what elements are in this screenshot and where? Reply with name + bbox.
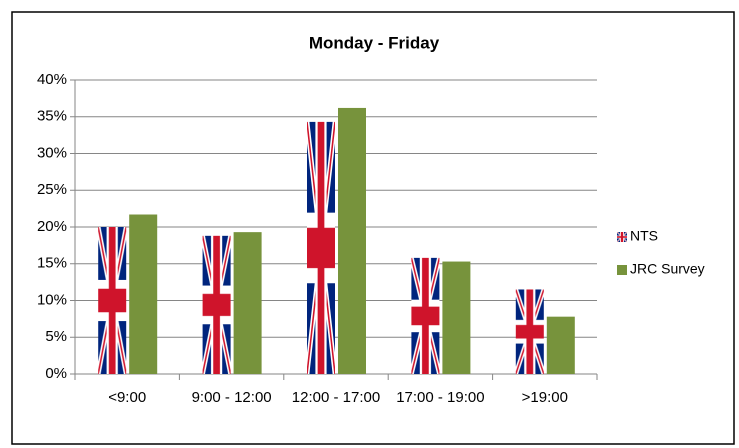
bar <box>442 261 471 374</box>
legend-swatch <box>617 232 627 242</box>
bar <box>202 235 231 374</box>
y-tick-label: 10% <box>37 291 67 308</box>
bar <box>411 257 440 374</box>
chart-title: Monday - Friday <box>309 33 440 52</box>
legend-label: JRC Survey <box>630 261 705 277</box>
x-tick-label: >19:00 <box>521 389 568 406</box>
legend-label: NTS <box>630 228 658 244</box>
y-tick-label: 30% <box>37 144 67 161</box>
y-tick-label: 15% <box>37 255 67 272</box>
x-tick-label: 17:00 - 19:00 <box>396 389 485 406</box>
bar <box>307 121 335 375</box>
legend-swatch <box>617 265 627 275</box>
y-tick-label: 25% <box>37 181 67 198</box>
x-tick-label: 12:00 - 17:00 <box>291 389 381 406</box>
bar <box>546 316 575 374</box>
bar <box>338 107 366 375</box>
bar <box>129 214 158 374</box>
y-tick-label: 0% <box>45 365 67 382</box>
y-tick-label: 20% <box>37 218 67 235</box>
bar <box>515 289 544 374</box>
bar <box>98 227 127 374</box>
y-tick-label: 35% <box>37 108 67 125</box>
y-tick-label: 5% <box>45 328 67 345</box>
bar <box>233 232 262 374</box>
x-tick-label: <9:00 <box>108 389 147 406</box>
x-tick-label: 9:00 - 12:00 <box>191 389 272 406</box>
y-tick-label: 40% <box>37 71 67 88</box>
